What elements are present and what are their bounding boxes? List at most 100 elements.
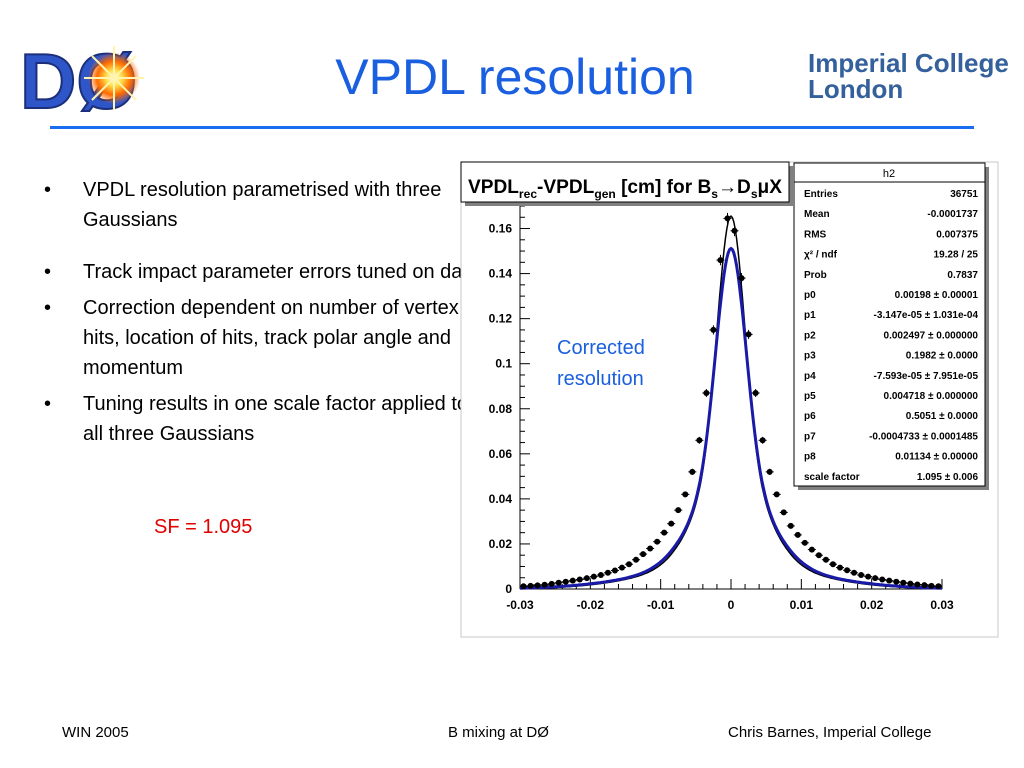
marker [907,580,914,587]
data-point [610,567,619,574]
data-point [857,572,866,579]
stats-value: 0.007375 [936,229,978,240]
stats-label: p4 [804,371,816,382]
bullet-item: Tuning results in one scale factor appli… [40,389,480,449]
plot-curves [519,215,943,590]
plot-axes: -0.03 -0.02 -0.01 0 0.01 0.02 0.03 0 0.02 0.04 0.0… [489,205,954,612]
marker [724,215,731,222]
fit-curve [520,246,942,590]
data-point [702,389,711,397]
marker [752,389,759,396]
data-point [772,491,781,498]
stats-label: p7 [804,431,816,442]
scale-factor-text: SF = 1.095 [154,516,253,538]
data-point [758,436,767,444]
y-tick-label: 0.12 [489,312,513,326]
title-divider [50,126,974,129]
marker [928,582,935,589]
marker [745,331,752,338]
marker [562,578,569,585]
x-tick-label: 0 [728,598,735,612]
marker [569,577,576,584]
stats-title: h2 [883,168,895,180]
stats-label: χ² / ndf [804,250,838,261]
stats-label: Entries [804,189,838,200]
marker [541,581,548,588]
y-tick-label: 0 [505,582,512,596]
marker [879,576,886,583]
bullet-item: Track impact parameter errors tuned on d… [40,257,480,287]
marker [780,509,787,516]
marker [555,579,562,586]
data-point [639,551,648,558]
marker [527,582,534,589]
stats-label: p1 [804,310,816,321]
footer-right: Chris Barnes, Imperial College [728,724,932,741]
data-point [821,556,830,563]
data-point [878,576,887,583]
data-point [674,507,683,514]
data-point [519,583,528,590]
data-point [800,539,809,546]
data-point [885,577,894,584]
data-point [737,273,746,284]
marker [738,275,745,282]
marker [647,545,654,552]
data-point [906,580,915,587]
marker [618,564,625,571]
stats-value: 19.28 / 25 [934,250,979,261]
marker [689,468,696,475]
marker [773,491,780,498]
stats-value: -7.593e-05 ± 7.951e-05 [874,371,979,382]
marker [520,583,527,590]
data-point [653,538,662,545]
marker [872,575,879,582]
marker [696,437,703,444]
data-point [646,545,655,552]
marker [851,569,858,576]
data-point [617,564,626,571]
stats-label: Mean [804,209,830,220]
stats-label: p8 [804,452,816,463]
data-point [892,578,901,585]
y-tick-label: 0.1 [495,357,512,371]
data-point [871,575,880,582]
stats-value: 0.7837 [947,270,978,281]
y-tick-label: 0.02 [489,537,513,551]
data-point [582,575,591,582]
d0-logo: DØ [18,36,168,126]
data-point [596,572,605,579]
marker [548,580,555,587]
data-point [744,329,753,339]
marker [604,569,611,576]
stats-value: 0.1982 ± 0.0000 [906,351,979,362]
marker [865,573,872,580]
data-point [927,582,936,589]
marker [640,551,647,558]
logo-line-2: London [808,74,904,104]
plot-canvas [460,161,999,638]
logo-line-1: Imperial College [808,48,1009,78]
y-tick-label: 0.14 [489,267,513,281]
data-point [814,552,823,559]
marker [935,583,942,590]
data-point [603,569,612,576]
bullet-item: VPDL resolution parametrised with three … [40,175,480,235]
data-point [934,583,943,590]
data-point [793,531,802,538]
data-point [667,520,676,527]
marker [583,575,590,582]
data-point [751,389,760,397]
marker [844,567,851,574]
data-point [836,564,845,571]
stats-value: 0.004718 ± 0.000000 [884,391,979,402]
marker [759,437,766,444]
data-point [730,225,739,237]
marker [914,581,921,588]
marker [822,556,829,563]
stats-value: 0.5051 ± 0.0000 [906,411,979,422]
stats-label: p0 [804,290,816,301]
stats-box [793,162,986,487]
stats-value: -3.147e-05 ± 1.031e-04 [874,310,979,321]
data-point [765,468,774,475]
